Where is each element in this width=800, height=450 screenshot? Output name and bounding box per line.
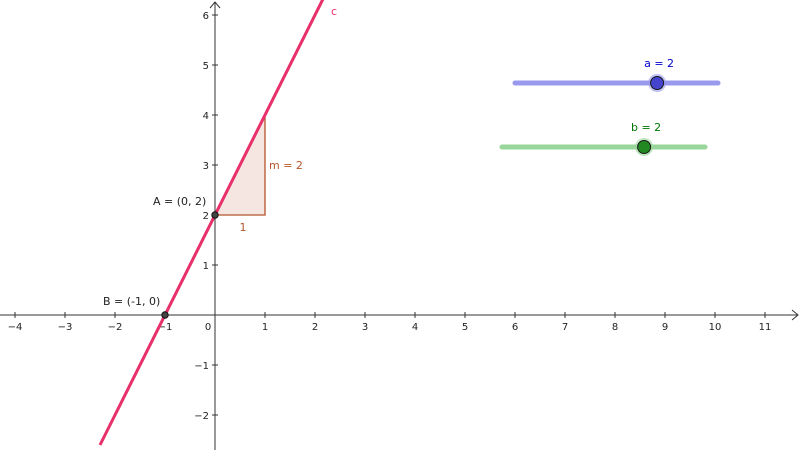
x-tick-label: −2 [108,322,123,333]
origin-label: 0 [205,322,211,333]
y-tick-label: 2 [203,211,209,222]
x-tick-label: 11 [759,322,772,333]
points: A = (0, 2) B = (-1, 0) [103,195,219,319]
slider-a-handle[interactable] [650,76,665,90]
y-tick-label: 6 [203,11,209,22]
slope-triangle-legs[interactable] [215,115,266,216]
x-tick-label: −4 [8,322,23,333]
x-tick-label: 1 [262,322,268,333]
x-axis-arrow-icon [791,309,799,321]
line-c[interactable] [98,0,325,446]
slider-b[interactable]: b = 2 [499,121,708,156]
x-axis-ticks: −4 −3 −2 −1 1 2 3 4 5 6 7 8 9 10 11 [8,312,772,333]
point-b-label: B = (-1, 0) [103,295,160,308]
slider-b-label: b = 2 [631,121,661,134]
x-tick-label: 4 [412,322,418,333]
x-tick-label: 3 [362,322,368,333]
point-a-marker[interactable] [211,211,219,219]
x-tick-label: −3 [58,322,73,333]
x-tick-label: 2 [312,322,318,333]
slider-b-handle[interactable] [637,140,652,154]
rise-label: m = 2 [269,159,303,172]
y-tick-label: −2 [194,411,209,422]
point-b[interactable]: B = (-1, 0) [103,295,169,319]
x-tick-label: 5 [462,322,468,333]
x-tick-label: 6 [512,322,518,333]
x-tick-label: 9 [662,322,668,333]
y-axis-arrow-icon [209,1,221,9]
point-a-label: A = (0, 2) [153,195,206,208]
point-b-marker[interactable] [161,311,169,319]
slope-triangle[interactable]: 1 m = 2 [215,115,303,234]
x-tick-label: 10 [709,322,722,333]
slider-a-label: a = 2 [644,57,674,70]
run-label: 1 [240,221,247,234]
x-tick-label: 7 [562,322,568,333]
x-tick-label: −1 [158,322,173,333]
x-tick-label: 8 [612,322,618,333]
sliders: a = 2 b = 2 [499,57,721,156]
y-tick-label: −1 [194,361,209,372]
line-c-label: c [331,5,337,18]
y-tick-label: 3 [203,161,209,172]
y-tick-label: 4 [203,111,209,122]
y-tick-label: 5 [203,61,209,72]
slider-a[interactable]: a = 2 [512,57,721,92]
point-a[interactable]: A = (0, 2) [153,195,219,219]
y-tick-label: 1 [203,261,209,272]
